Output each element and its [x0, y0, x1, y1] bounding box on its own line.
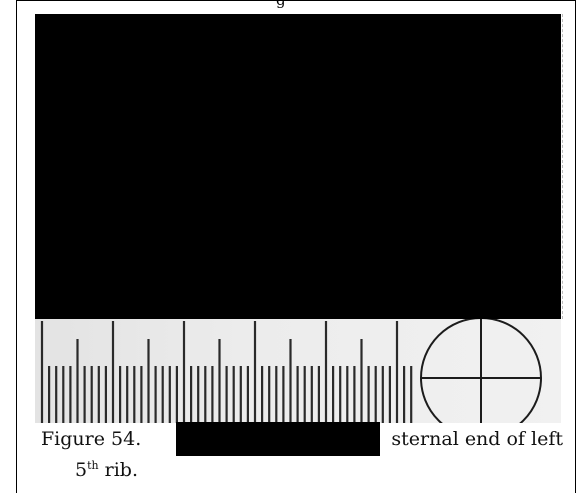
- figure-caption-line1: Figure 54. sternal end of left: [41, 422, 563, 456]
- figure-caption-line2: 5th rib.: [75, 453, 138, 483]
- ruler-ticks: [40, 321, 413, 423]
- redacted-text: [176, 422, 380, 456]
- rib-number: 5: [75, 459, 88, 481]
- table-cell-border: [16, 0, 576, 493]
- figure-label: Figure 54.: [41, 428, 142, 450]
- cut-off-header-text: g: [276, 0, 286, 9]
- caption-text: sternal end of left: [391, 428, 563, 450]
- photo-edge: [561, 14, 563, 319]
- scale-ruler-photo: [35, 319, 561, 423]
- ordinal-suffix: th: [87, 459, 99, 472]
- caption-text-end: rib.: [98, 459, 139, 481]
- ruler-graphic: [35, 319, 561, 423]
- redacted-photograph: [35, 14, 561, 319]
